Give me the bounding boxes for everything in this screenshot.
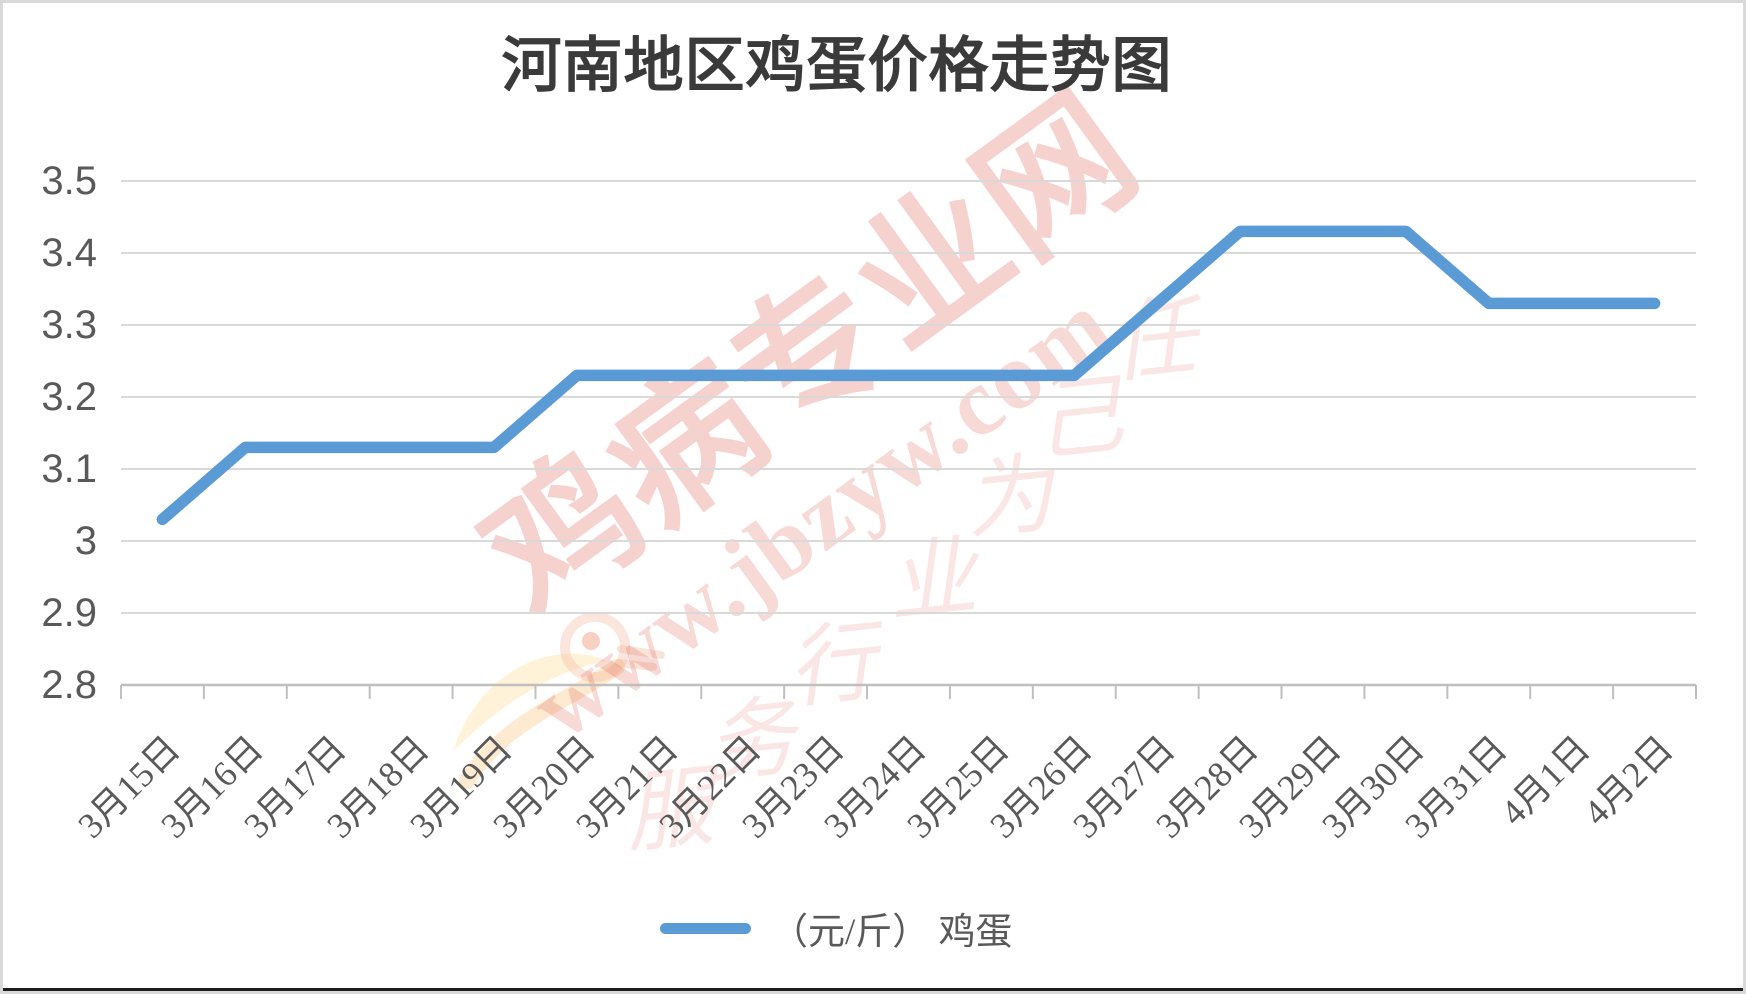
bird-wing [453, 653, 607, 751]
legend-label: （元/斤） 鸡蛋 [771, 912, 1013, 953]
legend: （元/斤） 鸡蛋 [660, 903, 1013, 953]
price-series-line [156, 225, 1661, 526]
y-axis-label: 3 [74, 519, 97, 563]
legend-line-swatch-icon [660, 922, 751, 934]
y-axis-label: 3.4 [41, 231, 97, 275]
y-axis-label: 2.9 [41, 591, 97, 635]
bird-logo-icon [453, 612, 665, 789]
price-line-chart [120, 180, 1697, 699]
chart-title: 河南地区鸡蛋价格走势图 [501, 33, 1173, 99]
y-axis-label: 2.8 [41, 663, 97, 707]
y-axis-label: 3.3 [41, 303, 97, 347]
y-axis-label: 3.2 [41, 375, 97, 419]
bird-head [560, 612, 630, 682]
y-axis-label: 3.5 [41, 159, 97, 203]
bird-body [459, 659, 625, 789]
bird-beak [615, 645, 665, 671]
y-axis-label: 3.1 [41, 447, 97, 491]
bird-eye [582, 632, 600, 650]
